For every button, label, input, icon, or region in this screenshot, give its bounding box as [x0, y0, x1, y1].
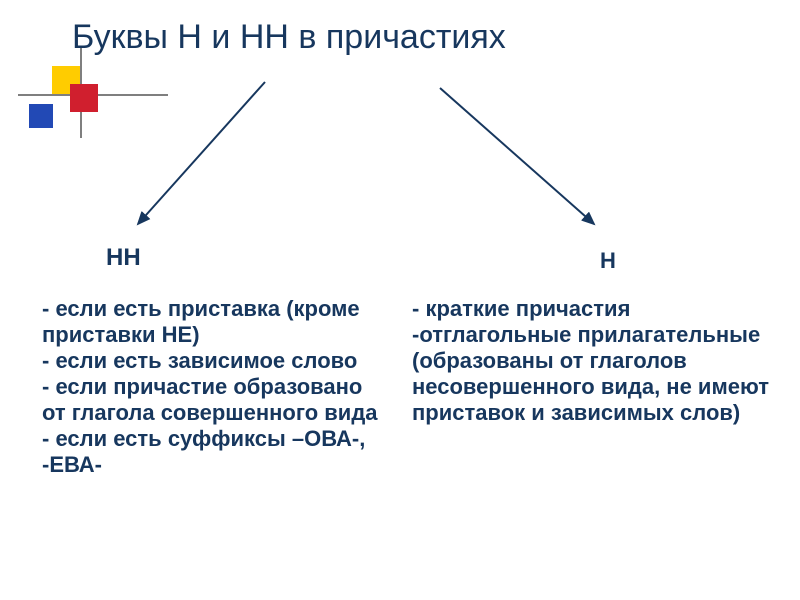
slide: Буквы Н и НН в причастиях НН Н - если ес…: [0, 0, 800, 600]
label-n: Н: [600, 248, 616, 274]
logo-square-red: [70, 84, 98, 112]
left-col-line: - если есть зависимое слово: [42, 348, 382, 374]
arrow-right-line: [440, 88, 594, 224]
logo-square-blue: [29, 104, 53, 128]
right-col-line: -отглагольные прилагательные (образованы…: [412, 322, 782, 426]
left-column: - если есть приставка (кроме приставки Н…: [42, 296, 382, 478]
slide-title: Буквы Н и НН в причастиях: [72, 18, 506, 57]
label-nn: НН: [106, 244, 141, 272]
left-col-line: - если есть суффиксы –ОВА-, -ЕВА-: [42, 426, 382, 478]
decorative-logo: [18, 62, 178, 162]
right-column: - краткие причастия -отглагольные прилаг…: [412, 296, 782, 426]
short-participle-label: - краткие причастия: [412, 296, 782, 322]
left-col-line: - если причастие образовано от глагола с…: [42, 374, 382, 426]
left-col-line: - если есть приставка (кроме приставки Н…: [42, 296, 382, 348]
